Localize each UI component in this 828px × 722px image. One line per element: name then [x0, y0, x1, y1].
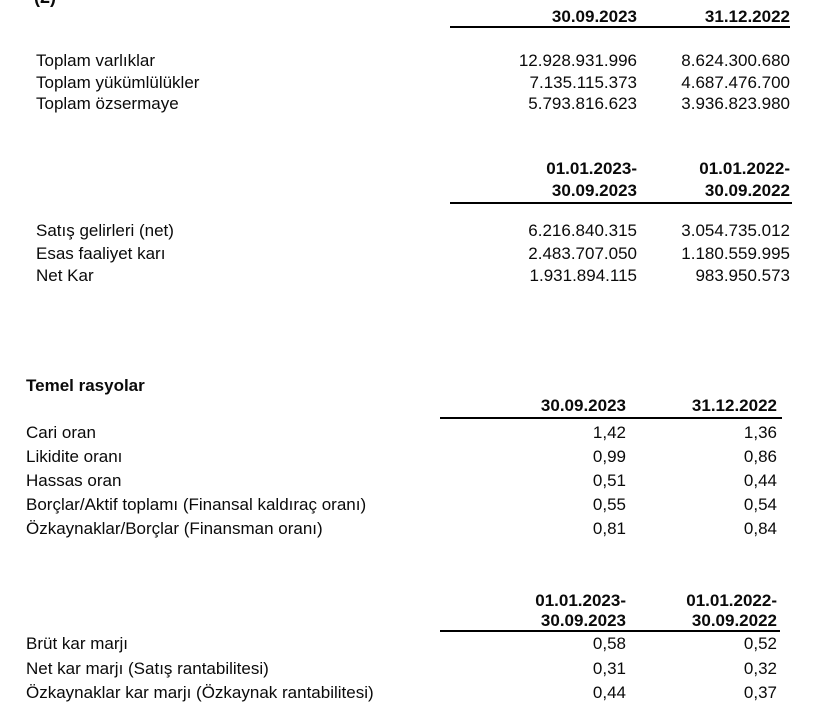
column-header-prior: 01.01.2022-	[686, 591, 777, 610]
column-header-prior: 30.09.2022	[704, 181, 790, 200]
value-current-period: 0,51	[592, 471, 626, 490]
row-label: Özkaynaklar/Borçlar (Finansman oranı)	[26, 519, 323, 538]
table-row: Özkaynaklar kar marjı (Özkaynak rantabil…	[0, 682, 828, 704]
value-current-period: 12.928.931.996	[518, 51, 637, 70]
table-row: Hassas oran 0,51 0,44	[0, 470, 828, 492]
row-label: Likidite oranı	[26, 447, 123, 466]
table-row: Toplam yükümlülükler 7.135.115.373 4.687…	[0, 72, 828, 94]
value-prior-period: 0,54	[743, 495, 777, 514]
column-header-prior: 01.01.2022-	[699, 159, 790, 178]
row-label: Özkaynaklar kar marjı (Özkaynak rantabil…	[26, 683, 374, 702]
value-prior-period: 0,44	[743, 471, 777, 490]
value-prior-period: 0,32	[743, 659, 777, 678]
margins-header-row-line1: 01.01.2023- 01.01.2022-	[0, 590, 828, 612]
value-prior-period: 983.950.573	[695, 266, 790, 285]
row-label: Toplam özsermaye	[36, 94, 179, 113]
value-current-period: 0,99	[592, 447, 626, 466]
value-prior-period: 0,86	[743, 447, 777, 466]
row-label: Brüt kar marjı	[26, 634, 129, 653]
value-current-period: 0,55	[592, 495, 626, 514]
value-prior-period: 0,84	[743, 519, 777, 538]
value-prior-period: 1.180.559.995	[681, 244, 790, 263]
clipped-page-fragment: (2)	[34, 0, 56, 7]
income-header-row-line1: 01.01.2023- 01.01.2022-	[0, 158, 828, 180]
value-prior-period: 3.936.823.980	[681, 94, 790, 113]
column-header-prior: 31.12.2022	[691, 396, 777, 415]
section-title: Temel rasyolar	[26, 376, 145, 395]
table-row: Cari oran 1,42 1,36	[0, 422, 828, 444]
row-label: Cari oran	[26, 423, 96, 442]
value-prior-period: 0,52	[743, 634, 777, 653]
column-header-current: 30.09.2023	[540, 611, 626, 630]
value-prior-period: 3.054.735.012	[681, 221, 790, 240]
header-underline	[440, 417, 782, 419]
table-row: Net kar marjı (Satış rantabilitesi) 0,31…	[0, 658, 828, 680]
table-row: Likidite oranı 0,99 0,86	[0, 446, 828, 468]
table-row: Esas faaliyet karı 2.483.707.050 1.180.5…	[0, 243, 828, 265]
value-current-period: 1,42	[592, 423, 626, 442]
column-header-current: 01.01.2023-	[546, 159, 637, 178]
column-header-current: 01.01.2023-	[535, 591, 626, 610]
table-row: Toplam özsermaye 5.793.816.623 3.936.823…	[0, 93, 828, 115]
column-header-prior: 30.09.2022	[691, 611, 777, 630]
column-header-current: 30.09.2023	[551, 181, 637, 200]
value-current-period: 2.483.707.050	[528, 244, 637, 263]
row-label: Hassas oran	[26, 471, 122, 490]
value-current-period: 1.931.894.115	[529, 266, 637, 285]
ratios-header-row: 30.09.2023 31.12.2022	[0, 395, 828, 417]
row-label: Esas faaliyet karı	[36, 244, 166, 263]
value-prior-period: 8.624.300.680	[681, 51, 790, 70]
balance-header-row: 30.09.2023 31.12.2022	[0, 6, 828, 28]
row-label: Toplam yükümlülükler	[36, 73, 200, 92]
table-row: Borçlar/Aktif toplamı (Finansal kaldıraç…	[0, 494, 828, 516]
row-label: Satış gelirleri (net)	[36, 221, 174, 240]
value-prior-period: 0,37	[743, 683, 777, 702]
row-label: Borçlar/Aktif toplamı (Finansal kaldıraç…	[26, 495, 367, 514]
row-label: Net Kar	[36, 266, 94, 285]
value-current-period: 0,31	[592, 659, 626, 678]
section-title-row: Temel rasyolar	[0, 375, 828, 397]
row-label: Toplam varlıklar	[36, 51, 156, 70]
value-current-period: 0,44	[592, 683, 626, 702]
value-current-period: 6.216.840.315	[528, 221, 637, 240]
value-current-period: 7.135.115.373	[529, 73, 637, 92]
table-row: Özkaynaklar/Borçlar (Finansman oranı) 0,…	[0, 518, 828, 540]
value-current-period: 5.793.816.623	[528, 94, 637, 113]
table-row: Satış gelirleri (net) 6.216.840.315 3.05…	[0, 220, 828, 242]
value-prior-period: 4.687.476.700	[681, 73, 790, 92]
header-underline	[450, 202, 792, 204]
table-row: Net Kar 1.931.894.115 983.950.573	[0, 265, 828, 287]
row-label: Net kar marjı (Satış rantabilitesi)	[26, 659, 269, 678]
column-header-prior: 31.12.2022	[704, 7, 790, 26]
table-row: Toplam varlıklar 12.928.931.996 8.624.30…	[0, 50, 828, 72]
column-header-current: 30.09.2023	[540, 396, 626, 415]
header-underline	[450, 26, 790, 28]
value-prior-period: 1,36	[743, 423, 777, 442]
table-row: Brüt kar marjı 0,58 0,52	[0, 633, 828, 655]
income-header-row-line2: 30.09.2023 30.09.2022	[0, 180, 828, 202]
margins-header-row-line2: 30.09.2023 30.09.2022	[0, 610, 828, 632]
value-current-period: 0,81	[592, 519, 626, 538]
header-underline	[440, 630, 780, 632]
column-header-current: 30.09.2023	[551, 7, 637, 26]
value-current-period: 0,58	[592, 634, 626, 653]
